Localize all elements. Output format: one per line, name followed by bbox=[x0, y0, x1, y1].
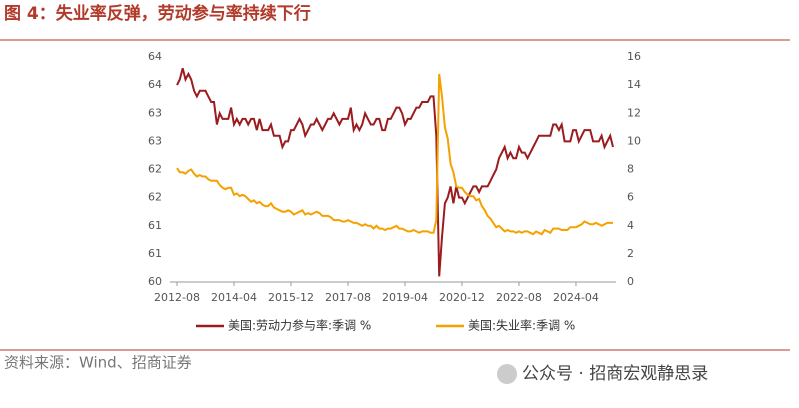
y2-tick-label: 14 bbox=[627, 78, 641, 91]
source: 资料来源：Wind、招商证券 bbox=[4, 354, 192, 372]
y2-tick-label: 4 bbox=[627, 219, 634, 232]
y-tick-label: 61 bbox=[148, 247, 162, 260]
y2-tick-label: 10 bbox=[627, 134, 641, 147]
y-tick-label: 62 bbox=[148, 163, 162, 176]
x-tick-label: 2012-08 bbox=[154, 291, 200, 304]
y-tick-label: 63 bbox=[148, 134, 162, 147]
y-tick-label: 62 bbox=[148, 191, 162, 204]
watermark: 公众号 · 招商宏观静思录 bbox=[522, 364, 708, 384]
x-tick-label: 2017-08 bbox=[325, 291, 371, 304]
y-tick-label: 60 bbox=[148, 275, 162, 288]
x-tick-label: 2020-12 bbox=[439, 291, 485, 304]
series-line bbox=[176, 68, 614, 277]
series-line bbox=[176, 73, 613, 236]
y2-tick-label: 16 bbox=[627, 50, 641, 63]
legend-label: 美国:劳动力参与率:季调 % bbox=[228, 318, 371, 333]
y2-tick-label: 8 bbox=[627, 163, 634, 176]
y2-tick-label: 2 bbox=[627, 247, 634, 260]
chart-title: 图 4：失业率反弹，劳动参与率持续下行 bbox=[4, 3, 311, 24]
y2-tick-label: 12 bbox=[627, 106, 641, 119]
y-tick-label: 61 bbox=[148, 219, 162, 232]
x-tick-label: 2019-04 bbox=[382, 291, 428, 304]
y-tick-label: 64 bbox=[148, 78, 162, 91]
y-tick-label: 64 bbox=[148, 50, 162, 63]
x-tick-label: 2015-12 bbox=[268, 291, 314, 304]
x-tick-label: 2014-04 bbox=[211, 291, 257, 304]
legend-label: 美国:失业率:季调 % bbox=[468, 318, 575, 333]
y2-tick-label: 6 bbox=[627, 191, 634, 204]
y2-tick-label: 0 bbox=[627, 275, 634, 288]
x-tick-label: 2022-08 bbox=[496, 291, 542, 304]
watermark-icon bbox=[497, 364, 517, 384]
x-tick-label: 2024-04 bbox=[553, 291, 599, 304]
y-tick-label: 63 bbox=[148, 106, 162, 119]
